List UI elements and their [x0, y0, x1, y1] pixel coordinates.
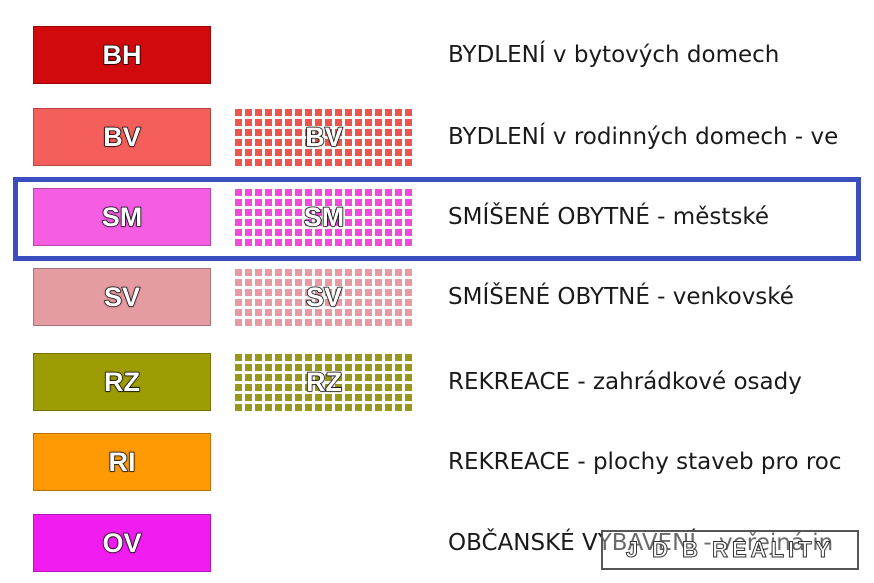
- code-label: RI: [108, 446, 136, 478]
- hatched-swatch: SV: [235, 268, 413, 326]
- hatched-swatch: SM: [235, 188, 413, 246]
- code-label: SV: [305, 281, 343, 312]
- description: SMÍŠENÉ OBYTNÉ - venkovské: [448, 284, 794, 310]
- hatched-swatch: RZ: [235, 353, 413, 411]
- description: REKREACE - plochy staveb pro roc: [448, 449, 842, 475]
- solid-swatch: RI: [33, 433, 211, 491]
- solid-swatch: RZ: [33, 353, 211, 411]
- code-label: SV: [103, 281, 141, 313]
- code-label: OV: [102, 527, 142, 559]
- hatched-swatch: BV: [235, 108, 413, 166]
- code-label: RZ: [103, 366, 141, 398]
- solid-swatch: BH: [33, 26, 211, 84]
- solid-swatch: OV: [33, 514, 211, 572]
- code-label: BH: [102, 39, 142, 71]
- code-label: BV: [305, 121, 344, 152]
- solid-swatch: SV: [33, 268, 211, 326]
- solid-swatch: SM: [33, 188, 211, 246]
- code-label: SM: [303, 201, 345, 232]
- description: BYDLENÍ v rodinných domech - ve: [448, 124, 839, 150]
- description: OBČANSKÉ VYBAVENÍ - veřejná in: [448, 530, 834, 556]
- description: SMÍŠENÉ OBYTNÉ - městské: [448, 204, 769, 230]
- watermark: J D B REALITY: [601, 530, 859, 570]
- solid-swatch: BV: [33, 108, 211, 166]
- description: REKREACE - zahrádkové osady: [448, 369, 802, 395]
- code-label: SM: [101, 201, 143, 233]
- code-label: RZ: [305, 366, 342, 397]
- code-label: BV: [103, 121, 141, 153]
- highlight-frame: [13, 177, 861, 261]
- description: BYDLENÍ v bytových domech: [448, 42, 780, 68]
